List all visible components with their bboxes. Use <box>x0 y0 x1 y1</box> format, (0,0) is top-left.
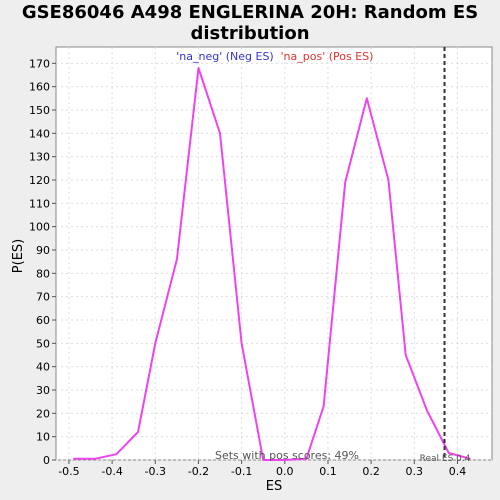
y-tick-label: 160 <box>29 81 50 94</box>
y-tick-label: 10 <box>36 431 50 444</box>
grid <box>56 47 492 461</box>
plot-area <box>55 46 493 461</box>
x-axis: -0.5 -0.4 -0.3 -0.2 -0.1 0.0 0.1 0.2 0.3 0.4 <box>58 460 466 478</box>
y-tick-label: 90 <box>36 244 50 257</box>
x-tick-label: 0.3 <box>406 465 424 478</box>
legend-pos: 'na_pos' (Pos ES) <box>281 50 374 63</box>
x-tick-label: -0.2 <box>188 465 209 478</box>
y-axis: 0 10 20 30 40 50 60 70 80 90 100 110 120 130 140 150 160… <box>29 57 56 467</box>
x-tick-label: -0.4 <box>101 465 122 478</box>
x-tick-label: 0.1 <box>319 465 337 478</box>
y-tick-label: 50 <box>36 337 50 350</box>
y-tick-label: 20 <box>36 407 50 420</box>
y-tick-label: 0 <box>43 454 50 467</box>
legend-neg: 'na_neg' (Neg ES) <box>176 50 273 63</box>
es-density-line <box>73 67 471 461</box>
pos-scores-annotation: Sets with pos scores: 49% <box>215 449 359 462</box>
x-tick-label: 0.0 <box>276 465 294 478</box>
y-tick-label: 110 <box>29 197 50 210</box>
series-layer <box>73 67 471 461</box>
chart-title-line-1: GSE86046 A498 ENGLERINA 20H: Random ES <box>21 2 479 23</box>
y-tick-label: 130 <box>29 151 50 164</box>
x-tick-label: -0.1 <box>231 465 252 478</box>
y-tick-label: 140 <box>29 127 50 140</box>
y-axis-label: P(ES) <box>11 239 26 273</box>
real-es-label: Real ES 0.4 <box>420 454 471 464</box>
y-tick-label: 30 <box>36 384 50 397</box>
x-tick-label: 0.4 <box>449 465 467 478</box>
x-tick-label: 0.2 <box>362 465 380 478</box>
x-tick-label: -0.3 <box>145 465 166 478</box>
y-tick-label: 40 <box>36 361 50 374</box>
y-tick-label: 150 <box>29 104 50 117</box>
y-tick-label: 80 <box>36 267 50 280</box>
y-tick-label: 70 <box>36 291 50 304</box>
y-tick-label: 60 <box>36 314 50 327</box>
y-tick-label: 120 <box>29 174 50 187</box>
y-tick-label: 170 <box>29 57 50 70</box>
chart-title-line-2: distribution <box>190 23 310 44</box>
x-tick-label: -0.5 <box>58 465 79 478</box>
y-tick-label: 100 <box>29 221 50 234</box>
x-axis-label: ES <box>266 479 282 494</box>
real-es-marker: Real ES 0.4 <box>420 47 471 464</box>
chart-title: GSE86046 A498 ENGLERINA 20H: Random ES d… <box>0 2 500 44</box>
